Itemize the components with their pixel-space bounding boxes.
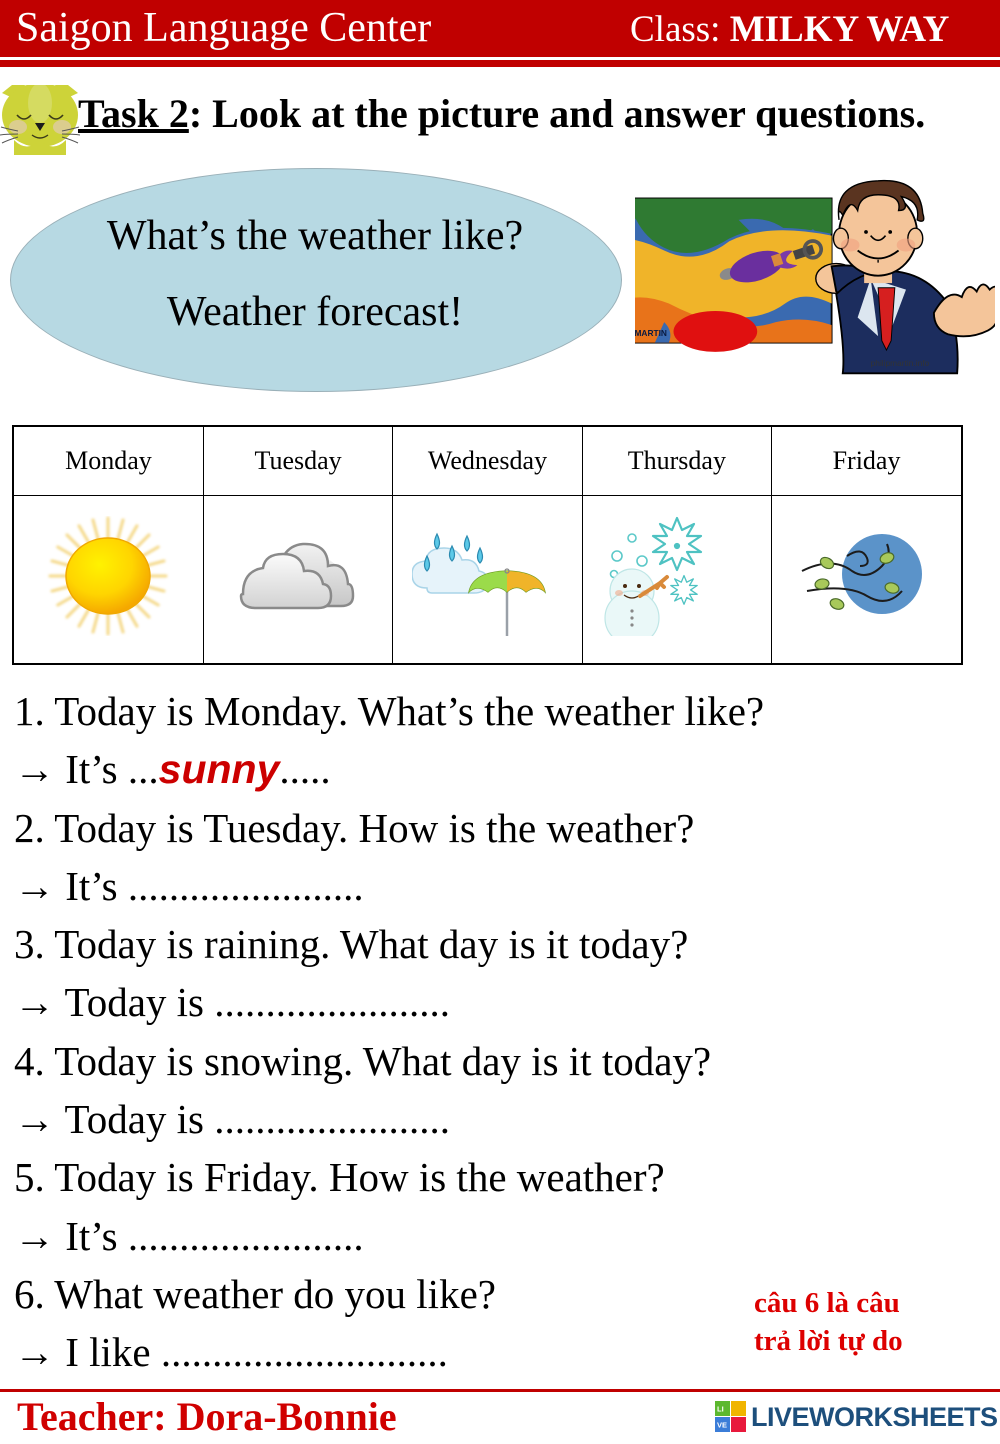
svg-text:VE: VE [717,1421,727,1430]
svg-text:MARTIN: MARTIN [635,328,667,338]
svg-text:LI: LI [717,1405,724,1414]
svg-text:LIVEWORKSHEETS: LIVEWORKSHEETS [751,1402,998,1432]
svg-text:philipmartin.info: philipmartin.info [871,358,930,368]
